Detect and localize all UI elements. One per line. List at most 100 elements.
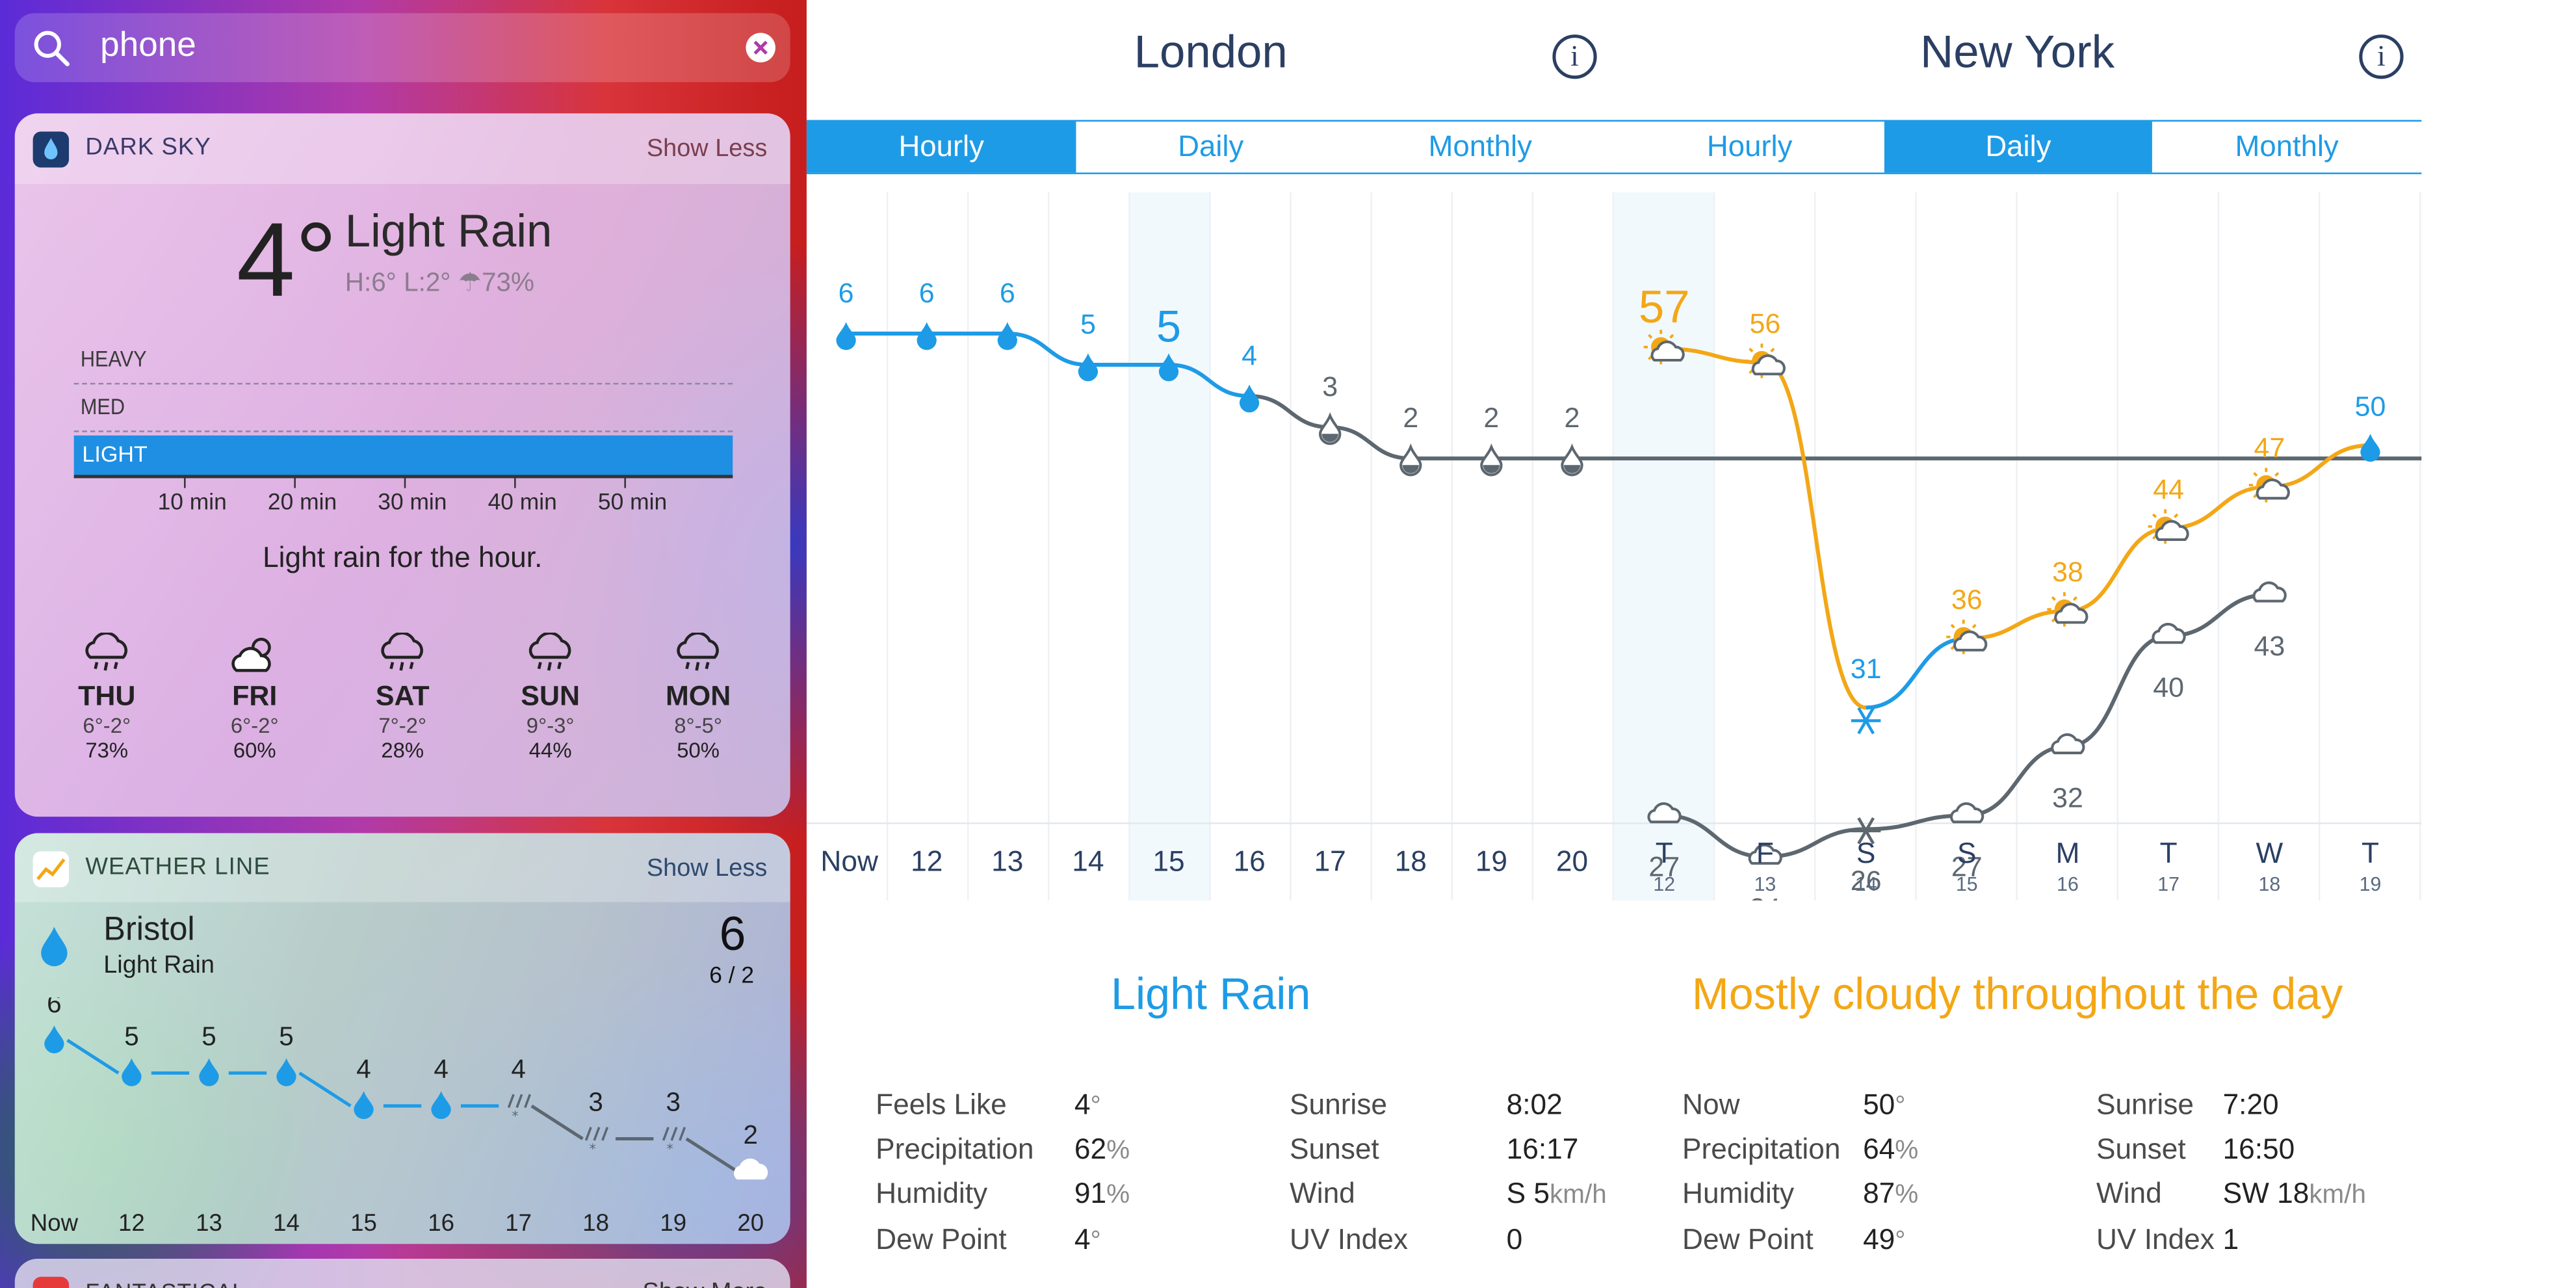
detail-label: Wind <box>2096 1177 2162 1211</box>
cloud-icon <box>1647 802 1682 824</box>
tab-hourly[interactable]: Hourly <box>806 122 1076 173</box>
sun-ray <box>1971 624 1977 629</box>
tab-monthly[interactable]: Monthly <box>2235 129 2339 163</box>
tab-monthly[interactable]: Monthly <box>1428 129 1532 163</box>
bristol-hour-label: 13 <box>196 1209 222 1236</box>
raindrop-icon <box>917 322 937 350</box>
rain-icon <box>677 633 719 671</box>
rain-intensity-bar: LIGHT <box>73 435 733 479</box>
raindrop-icon <box>1318 412 1342 445</box>
detail-label: Dew Point <box>876 1222 1007 1255</box>
ny-high-line <box>1664 347 1867 710</box>
detail-label: Feels Like <box>876 1088 1007 1121</box>
day-temps: 7°-2° <box>378 713 427 738</box>
detail-value: 4° <box>1074 1088 1101 1122</box>
raindrop-icon <box>44 1025 64 1054</box>
london-temp-label: 3 <box>1322 371 1338 402</box>
detail-value: 64% <box>1863 1133 1918 1167</box>
raindrop-fill <box>1483 465 1500 473</box>
partly-sunny-icon <box>2248 467 2290 503</box>
raindrop-icon <box>276 1058 296 1086</box>
detail-label: UV Index <box>2096 1222 2215 1255</box>
day-letter: W <box>2256 837 2283 869</box>
clear-search-icon[interactable] <box>746 33 775 63</box>
london-temp-label: 5 <box>1156 302 1181 352</box>
hour-label: Now <box>820 846 879 878</box>
show-more-button[interactable]: Show More <box>643 1278 768 1288</box>
detail-label: Humidity <box>876 1177 988 1211</box>
detail-value: 91% <box>1074 1177 1130 1212</box>
day-letter: S <box>1856 837 1876 869</box>
cloud-icon <box>2252 581 2287 603</box>
time-tick-label: 30 min <box>378 488 447 515</box>
precip-chance: 73% <box>482 269 534 298</box>
sleet-streak <box>507 1094 515 1109</box>
sun-ray <box>1770 347 1775 353</box>
detail-label: UV Index <box>1290 1222 1408 1255</box>
london-info-icon[interactable] <box>1552 34 1597 79</box>
sun-ray <box>1648 334 1653 339</box>
show-less-button[interactable]: Show Less <box>646 135 768 163</box>
day-precip: 28% <box>381 737 424 763</box>
tab-hourly[interactable]: Hourly <box>1706 129 1793 163</box>
day-precip: 44% <box>528 737 572 763</box>
sleet-streak <box>593 1127 601 1141</box>
raindrop-icon <box>41 927 68 967</box>
widget-app-name: WEATHER LINE <box>85 854 270 881</box>
search-bar[interactable]: phone <box>14 13 790 83</box>
detail-unit: km/h <box>1550 1182 1607 1211</box>
bristol-hour-label: 16 <box>428 1209 454 1236</box>
tab-daily[interactable]: Daily <box>1178 129 1244 163</box>
time-tick-label: 10 min <box>157 488 227 515</box>
day-temps: 6°-2° <box>230 713 279 738</box>
widget-header: WEATHER LINE Show Less <box>14 833 790 902</box>
bristol-hour-label: 15 <box>350 1209 377 1236</box>
day-name: SAT <box>375 680 430 712</box>
ny-high-label: 44 <box>2153 474 2184 505</box>
sun-ray <box>1749 347 1754 353</box>
dark-sky-app-icon <box>33 131 70 168</box>
ny-low-label: 27 <box>1648 852 1680 883</box>
sun-ray <box>2152 513 2157 518</box>
bristol-temp-line <box>298 1071 352 1108</box>
new-york-info-icon[interactable] <box>2359 34 2404 79</box>
tab-daily[interactable]: Daily <box>1884 122 2152 173</box>
ny-high-label: 47 <box>2254 432 2285 464</box>
ny-low-label: 43 <box>2254 631 2285 662</box>
hour-label: 17 <box>1314 846 1346 878</box>
london-temp-label: 6 <box>1000 278 1015 309</box>
sleet-icon: * <box>584 1127 609 1157</box>
selected-day-highlight <box>1613 192 1715 901</box>
raindrop-fill <box>1402 465 1419 473</box>
detail-number: SW 18 <box>2222 1177 2309 1211</box>
widget-app-name: FANTASTICAL <box>85 1278 245 1288</box>
bristol-hour-label: 20 <box>737 1209 764 1236</box>
day-temps: 6°-2° <box>83 713 131 738</box>
ny-high-line <box>1866 637 1967 710</box>
day-letter: T <box>1656 837 1673 869</box>
bristol-temp-label: 5 <box>279 1021 293 1051</box>
cloud-icon <box>2051 733 2085 755</box>
london-temp-label: 5 <box>1080 309 1096 340</box>
sun-ray <box>2174 513 2179 518</box>
ny-low-label: 27 <box>1951 852 1983 883</box>
widget-city: Bristol <box>103 912 195 949</box>
raindrop-icon <box>1158 353 1179 382</box>
hi-lo-temps: H:6° L:2° <box>345 269 451 298</box>
show-less-button[interactable]: Show Less <box>646 854 768 883</box>
day-letter: T <box>2160 837 2178 869</box>
ny-high-label: 36 <box>1951 585 1983 616</box>
detail-number: 64 <box>1863 1132 1895 1166</box>
cloud-icon <box>2152 622 2186 644</box>
detail-unit: % <box>1106 1182 1130 1211</box>
hour-label: 14 <box>1072 846 1104 878</box>
time-tick <box>294 478 296 488</box>
day-number: 17 <box>2157 874 2179 895</box>
widget-current-temp: 6 <box>719 908 746 962</box>
search-input[interactable]: phone <box>100 26 196 64</box>
detail-label: Precipitation <box>1682 1132 1841 1166</box>
day-number: 16 <box>2057 874 2079 895</box>
detail-label: Sunrise <box>1290 1088 1387 1121</box>
detail-unit: % <box>1895 1182 1919 1211</box>
